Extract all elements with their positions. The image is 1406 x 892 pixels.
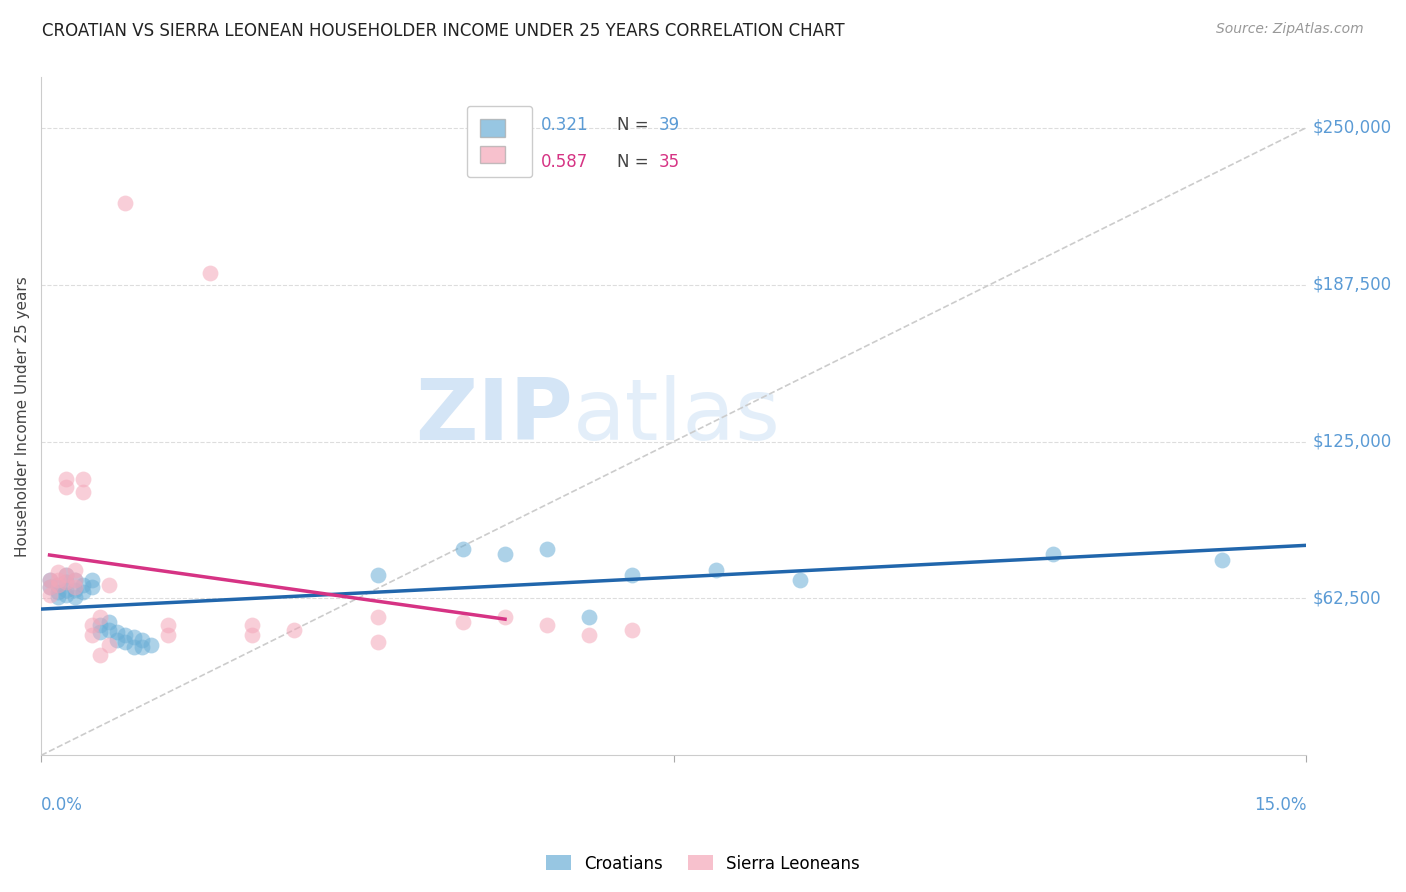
Text: 39: 39 xyxy=(658,116,679,134)
Legend: , : , xyxy=(467,106,531,178)
Point xyxy=(105,625,128,640)
Point xyxy=(46,585,69,599)
Text: 15.0%: 15.0% xyxy=(1254,796,1306,814)
Point xyxy=(620,623,643,637)
Point xyxy=(283,623,305,637)
Point xyxy=(578,610,600,624)
Text: atlas: atlas xyxy=(572,375,780,458)
Point xyxy=(451,615,474,630)
Point xyxy=(55,575,77,590)
Point xyxy=(63,580,86,594)
Y-axis label: Householder Income Under 25 years: Householder Income Under 25 years xyxy=(15,276,30,557)
Point xyxy=(240,617,263,632)
Point xyxy=(494,610,516,624)
Point xyxy=(1211,552,1233,566)
Point xyxy=(704,563,727,577)
Point xyxy=(578,628,600,642)
Point xyxy=(80,580,103,594)
Point xyxy=(367,610,389,624)
Point xyxy=(46,577,69,591)
Point xyxy=(63,590,86,604)
Point xyxy=(97,638,120,652)
Point xyxy=(367,635,389,649)
Point xyxy=(89,610,111,624)
Point xyxy=(494,548,516,562)
Text: $62,500: $62,500 xyxy=(1313,590,1381,607)
Point xyxy=(72,484,94,499)
Point xyxy=(114,196,136,211)
Point xyxy=(789,573,811,587)
Point xyxy=(139,638,162,652)
Point xyxy=(55,472,77,486)
Point xyxy=(80,628,103,642)
Text: $250,000: $250,000 xyxy=(1313,119,1392,136)
Point xyxy=(55,575,77,590)
Point xyxy=(38,588,60,602)
Point xyxy=(38,580,60,594)
Point xyxy=(46,573,69,587)
Text: N =: N = xyxy=(617,153,654,171)
Point xyxy=(105,632,128,647)
Point xyxy=(114,635,136,649)
Point xyxy=(46,577,69,591)
Legend: Croatians, Sierra Leoneans: Croatians, Sierra Leoneans xyxy=(540,848,866,880)
Text: 0.321: 0.321 xyxy=(541,116,589,134)
Text: R =: R = xyxy=(491,116,526,134)
Point xyxy=(38,580,60,594)
Point xyxy=(72,472,94,486)
Point xyxy=(89,648,111,662)
Point xyxy=(122,640,145,655)
Point xyxy=(131,632,153,647)
Point xyxy=(46,590,69,604)
Point xyxy=(97,577,120,591)
Point xyxy=(72,577,94,591)
Text: $125,000: $125,000 xyxy=(1313,433,1392,450)
Point xyxy=(97,623,120,637)
Point xyxy=(89,617,111,632)
Text: Source: ZipAtlas.com: Source: ZipAtlas.com xyxy=(1216,22,1364,37)
Text: $187,500: $187,500 xyxy=(1313,276,1392,293)
Point xyxy=(122,631,145,645)
Point xyxy=(63,563,86,577)
Text: 0.0%: 0.0% xyxy=(41,796,83,814)
Text: 35: 35 xyxy=(658,153,679,171)
Point xyxy=(620,567,643,582)
Point xyxy=(55,480,77,494)
Point xyxy=(97,615,120,630)
Point xyxy=(55,588,77,602)
Text: CROATIAN VS SIERRA LEONEAN HOUSEHOLDER INCOME UNDER 25 YEARS CORRELATION CHART: CROATIAN VS SIERRA LEONEAN HOUSEHOLDER I… xyxy=(42,22,845,40)
Point xyxy=(55,567,77,582)
Point xyxy=(451,542,474,557)
Point xyxy=(536,617,558,632)
Text: ZIP: ZIP xyxy=(415,375,572,458)
Point xyxy=(80,573,103,587)
Point xyxy=(114,628,136,642)
Text: N =: N = xyxy=(617,116,654,134)
Point xyxy=(367,567,389,582)
Point xyxy=(38,573,60,587)
Point xyxy=(131,640,153,655)
Point xyxy=(63,573,86,587)
Point xyxy=(72,585,94,599)
Point xyxy=(89,625,111,640)
Point xyxy=(55,567,77,582)
Point xyxy=(240,628,263,642)
Point xyxy=(63,582,86,597)
Point xyxy=(156,617,179,632)
Point xyxy=(198,266,221,280)
Point xyxy=(1042,548,1064,562)
Point xyxy=(80,617,103,632)
Point xyxy=(38,573,60,587)
Point xyxy=(55,582,77,597)
Point xyxy=(536,542,558,557)
Text: R =: R = xyxy=(491,153,526,171)
Text: 0.587: 0.587 xyxy=(541,153,588,171)
Point xyxy=(46,565,69,579)
Point xyxy=(156,628,179,642)
Point xyxy=(63,573,86,587)
